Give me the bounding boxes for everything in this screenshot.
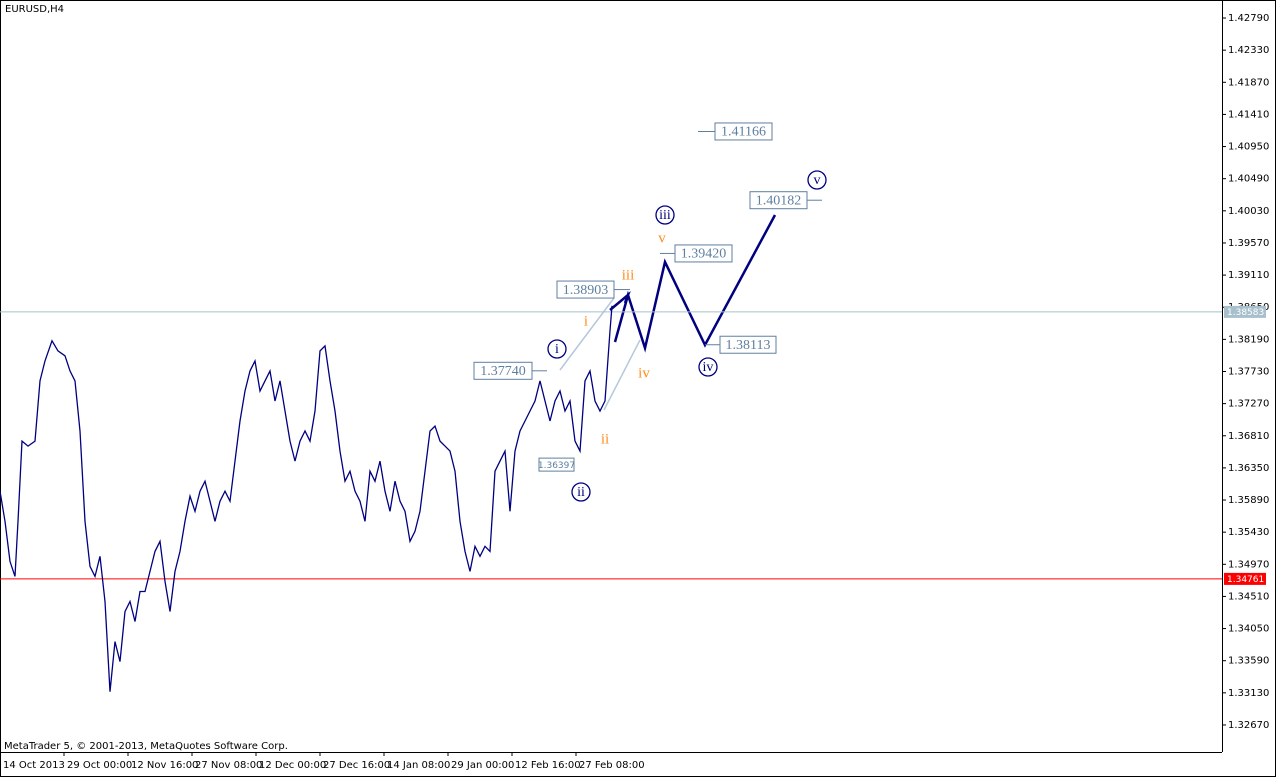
level-label: 1.37740 — [480, 364, 526, 379]
y-tick-label: 1.36350 — [1228, 463, 1269, 474]
y-tick-label: 1.34050 — [1228, 624, 1269, 635]
price-level: 1.38903 — [556, 280, 630, 299]
y-tick-label: 1.34510 — [1228, 591, 1269, 602]
x-tick-label: 14 Oct 2013 — [3, 760, 65, 771]
y-tick-label: 1.42790 — [1228, 13, 1269, 24]
level-tag — [1224, 572, 1266, 585]
minor-wave-label: ii — [601, 431, 609, 447]
level-label: 1.38903 — [563, 283, 609, 298]
level-tag-label: 1.34761 — [1227, 575, 1264, 585]
minor-wave-label: v — [658, 230, 666, 246]
wave-circle — [807, 170, 827, 190]
level-box — [719, 335, 777, 354]
level-box — [556, 280, 615, 299]
wave-circle — [547, 339, 567, 359]
level-label: 1.36397 — [538, 461, 575, 471]
price-level: 1.38113 — [705, 335, 777, 354]
level-label: 1.40182 — [756, 193, 802, 208]
y-tick-label: 1.33130 — [1228, 688, 1269, 699]
x-tick-label: 27 Dec 16:00 — [323, 760, 390, 771]
x-tick-label: 14 Jan 08:00 — [387, 760, 450, 771]
level-tag-label: 1.38583 — [1227, 308, 1264, 318]
level-box — [749, 191, 808, 210]
y-tick-label: 1.36810 — [1228, 431, 1269, 442]
y-tick-label: 1.41870 — [1228, 77, 1269, 88]
major-wave-label: iii — [659, 208, 671, 223]
x-tick-label: 12 Feb 16:00 — [515, 760, 581, 771]
major-wave-label: ii — [577, 485, 585, 500]
level-label: 1.39420 — [681, 247, 727, 262]
level-box — [473, 361, 533, 380]
y-tick-label: 1.41410 — [1228, 109, 1269, 120]
level-tag — [1224, 305, 1266, 318]
y-tick-label: 1.33590 — [1228, 656, 1269, 667]
price-level: 1.36397 — [538, 457, 575, 472]
level-box — [674, 244, 733, 263]
x-tick-label: 29 Oct 00:00 — [67, 760, 132, 771]
wave-circle — [655, 205, 675, 225]
level-box — [714, 122, 773, 141]
chart-title: EURUSD,H4 — [5, 4, 64, 15]
y-tick-label: 1.38190 — [1228, 334, 1269, 345]
wave-circle — [698, 357, 718, 377]
x-tick-label: 27 Feb 08:00 — [579, 760, 645, 771]
level-label: 1.38113 — [726, 338, 771, 353]
y-tick-label: 1.37270 — [1228, 399, 1269, 410]
y-tick-label: 1.37730 — [1228, 366, 1269, 377]
y-tick-label: 1.39570 — [1228, 238, 1269, 249]
major-wave-label: v — [814, 173, 821, 188]
wave-circle — [571, 482, 591, 502]
y-tick-label: 1.32670 — [1228, 720, 1269, 731]
y-tick-label: 1.35890 — [1228, 495, 1269, 506]
price-level: 1.40182 — [749, 191, 822, 210]
price-line — [0, 305, 613, 692]
y-tick-label: 1.42330 — [1228, 45, 1269, 56]
minor-wave-label: iii — [622, 267, 635, 283]
y-tick-label: 1.34970 — [1228, 559, 1269, 570]
channel — [559, 297, 641, 411]
y-tick-label: 1.40030 — [1228, 206, 1269, 217]
x-tick-label: 27 Nov 08:00 — [195, 760, 262, 771]
price-level: 1.39420 — [660, 244, 733, 263]
y-tick-label: 1.40950 — [1228, 142, 1269, 153]
price-level: 1.41166 — [698, 122, 773, 141]
footer: MetaTrader 5, © 2001-2013, MetaQuotes So… — [4, 741, 288, 752]
level-label: 1.41166 — [721, 125, 766, 140]
minor-wave-label: i — [584, 313, 588, 329]
y-tick-label: 1.40490 — [1228, 174, 1269, 185]
x-tick-label: 12 Dec 00:00 — [259, 760, 326, 771]
major-wave-label: iv — [703, 360, 714, 375]
minor-wave-label: iv — [638, 365, 650, 381]
y-tick-label: 1.39110 — [1228, 270, 1269, 281]
x-tick-label: 29 Jan 00:00 — [451, 760, 514, 771]
major-wave-label: i — [555, 342, 559, 357]
x-tick-label: 12 Nov 16:00 — [131, 760, 198, 771]
price-level: 1.37740 — [473, 361, 547, 380]
level-box — [538, 457, 575, 472]
y-tick-label: 1.35430 — [1228, 527, 1269, 538]
forecast-arrow — [609, 214, 777, 353]
